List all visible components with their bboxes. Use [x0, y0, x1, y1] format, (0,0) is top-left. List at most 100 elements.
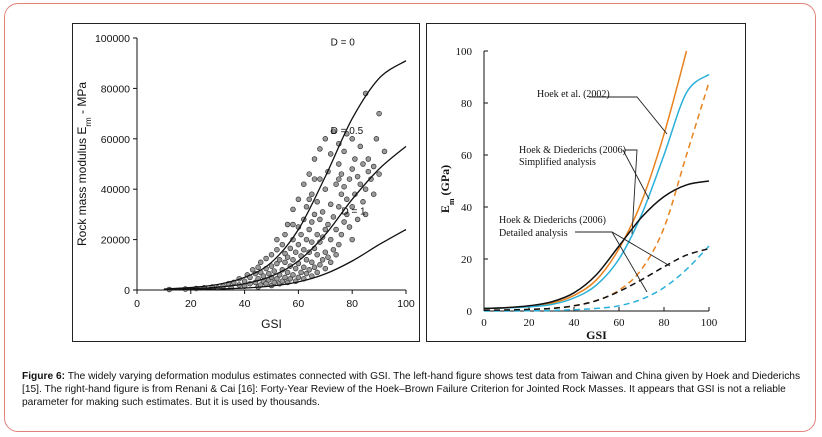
scatter-point [336, 204, 342, 210]
curve-d-0-5 [163, 145, 407, 291]
scatter-point [354, 216, 361, 223]
caption-text: The widely varying deformation modulus e… [22, 371, 801, 409]
x-axis-label: GSI [261, 317, 282, 331]
left-chart: 0 20000 40000 60000 80000 100000 0 20 40 60 80 100 G… [75, 33, 415, 331]
scatter-point [274, 236, 280, 243]
series-black-dashed [483, 247, 710, 311]
figure-caption: Figure 6: The widely varying deformation… [22, 370, 807, 410]
scatter-point [317, 146, 323, 152]
scatter-point [314, 269, 320, 276]
scatter-point [319, 209, 326, 215]
scatter-point [341, 219, 347, 225]
scatter-point [333, 181, 339, 187]
scatter-point [290, 221, 296, 228]
scatter-point [330, 246, 337, 253]
scatter-point [303, 204, 310, 210]
scatter-point [290, 206, 296, 213]
scatter-point [282, 250, 288, 257]
scatter-point [362, 186, 369, 192]
annotation-leader-line [625, 149, 638, 235]
scatter-point [290, 272, 296, 278]
scatter-point [333, 226, 339, 233]
x-tick-label: 0 [481, 317, 487, 329]
scatter-point [311, 211, 318, 218]
scatter-point [298, 269, 304, 276]
scatter-point [249, 267, 256, 273]
scatter-point [327, 151, 334, 157]
scatter-point [338, 231, 345, 238]
scatter-point [322, 136, 329, 142]
scatter-point [276, 257, 283, 263]
scatter-point [327, 201, 334, 208]
y-tick-label: 20000 [101, 235, 130, 247]
scatter-point [287, 275, 294, 282]
scatter-point [349, 166, 355, 172]
annotation-leader-line [589, 96, 668, 135]
y-tick-label: 80 [461, 98, 473, 110]
x-tick-label: 20 [524, 317, 536, 329]
caption-label: Figure 6: [22, 371, 66, 382]
scatter-point [336, 241, 342, 248]
x-tick-label: 100 [701, 317, 718, 329]
scatter-point [301, 181, 307, 187]
curve-label: D = 0 [331, 38, 356, 49]
scatter-point [349, 136, 355, 142]
scatter-point [298, 231, 304, 238]
y-tick-label: 20 [461, 254, 473, 266]
x-tick-label: 100 [397, 298, 415, 310]
scatter-point [317, 176, 323, 182]
scatter-point [365, 168, 372, 175]
scatter-point [274, 260, 280, 267]
curve-d-1 [163, 228, 407, 291]
scatter-point [306, 226, 312, 233]
annotation-leader-line [575, 231, 671, 267]
scatter-point [292, 265, 299, 272]
scatter-point [317, 262, 323, 268]
scatter-point [373, 136, 380, 142]
scatter-point [370, 163, 377, 170]
scatter-point [257, 259, 264, 266]
left-chart-panel: 0 20000 40000 60000 80000 100000 0 20 40 60 80 100 G… [72, 23, 420, 342]
scatter-point [333, 251, 339, 258]
scatter-point [322, 249, 329, 255]
scatter-point [301, 246, 307, 253]
scatter-point [341, 148, 347, 155]
annotation-label: Hoek & Diederichs (2006) [519, 145, 626, 156]
scatter-point [266, 270, 272, 277]
scatter-point [319, 257, 326, 263]
annotation-label: Simplified analysis [519, 157, 596, 168]
annotation-leader-line [622, 149, 650, 200]
scatter-point [274, 246, 280, 253]
y-axis-label: Rock mass modulus Erm - MPa [75, 82, 93, 246]
scatter-point [365, 156, 372, 162]
x-tick-label: 60 [293, 298, 305, 310]
scatter-point [309, 239, 315, 245]
scatter-point [336, 176, 342, 182]
series-orange-dashed [483, 81, 710, 311]
scatter-point [314, 231, 320, 238]
series-black-solid [483, 180, 710, 310]
scatter-point [327, 236, 334, 243]
scatter-point [290, 257, 296, 263]
x-tick-label: 60 [614, 317, 626, 329]
scatter-point [357, 181, 364, 187]
scatter-point [338, 191, 345, 197]
scatter-point [284, 221, 291, 228]
series-blue-dashed [484, 245, 710, 312]
scatter-point [344, 211, 350, 218]
scatter-point [327, 259, 334, 266]
annotation-label: Hoek et al. (2002) [537, 89, 610, 100]
scatter-point [322, 226, 329, 233]
scatter-point [295, 274, 302, 281]
scatter-point [330, 214, 337, 220]
scatter-point [279, 278, 286, 284]
x-tick-label: 40 [569, 317, 581, 329]
annotation-label: Hoek & Diederichs (2006) [499, 215, 606, 226]
scatter-point [309, 219, 315, 225]
scatter-point [295, 196, 302, 203]
scatter-point [376, 110, 382, 117]
scatter-point [268, 251, 275, 258]
scatter-point [338, 171, 345, 177]
y-tick-label: 0 [124, 285, 130, 297]
right-chart-panel: 0 20 40 60 80 100 0 20 40 60 80 100 GSI Em (GPa) Hoek … [426, 23, 746, 342]
